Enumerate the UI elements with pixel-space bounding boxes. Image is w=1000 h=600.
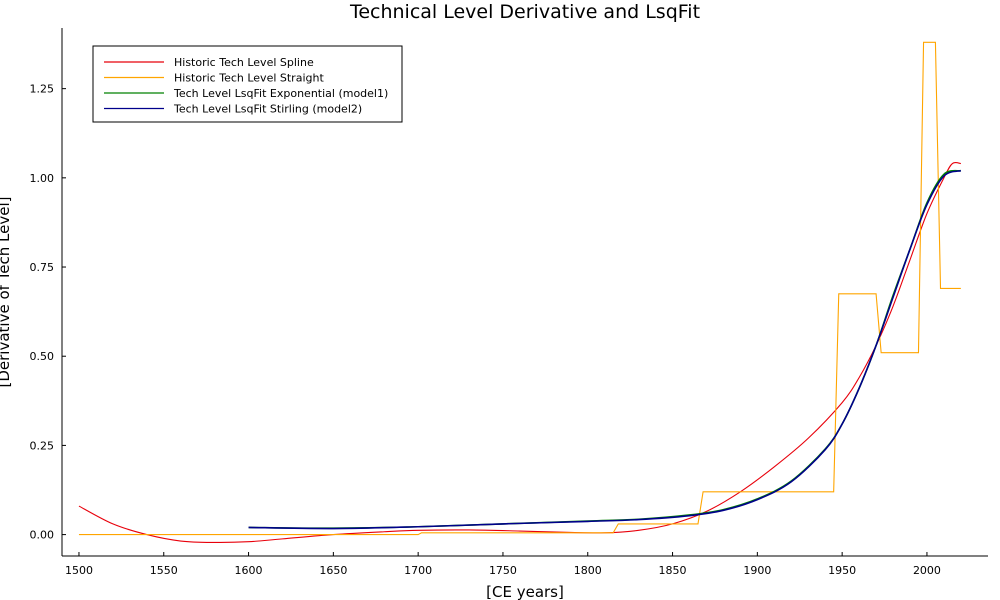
y-axis-title: [Derivative of Tech Level] [0, 197, 13, 388]
y-tick-label: 0.00 [30, 529, 55, 542]
legend-label: Historic Tech Level Spline [174, 56, 314, 69]
series-straight-line [78, 41, 961, 536]
legend-label: Tech Level LsqFit Exponential (model1) [173, 87, 388, 100]
x-tick-label: 1750 [489, 564, 517, 577]
x-tick-label: 1700 [404, 564, 432, 577]
y-tick-label: 0.75 [30, 261, 55, 274]
y-tick-label: 1.25 [30, 83, 55, 96]
x-tick-label: 1800 [574, 564, 602, 577]
plot-area [78, 41, 962, 544]
chart-title: Technical Level Derivative and LsqFit [349, 1, 700, 23]
x-tick-label: 1950 [828, 564, 856, 577]
x-ticks: 1500 1550 1600 1650 1700 1750 1800 1850 1900 1950… [65, 552, 941, 577]
y-tick-label: 1.00 [30, 172, 55, 185]
series-exponential-line [248, 169, 962, 529]
x-tick-label: 1500 [65, 564, 93, 577]
x-tick-label: 1550 [150, 564, 178, 577]
x-tick-label: 1850 [659, 564, 687, 577]
x-tick-label: 1600 [235, 564, 263, 577]
y-ticks: 0.00 0.25 0.50 0.75 1.00 1.25 [30, 83, 66, 542]
x-tick-label: 1650 [319, 564, 347, 577]
series-spline-line [78, 161, 961, 544]
axes [61, 28, 988, 557]
series-stirling-line [248, 169, 962, 530]
y-tick-label: 0.50 [30, 350, 55, 363]
x-axis-title: [CE years] [486, 583, 564, 600]
legend-label: Historic Tech Level Straight [174, 72, 324, 85]
x-tick-label: 1900 [743, 564, 771, 577]
legend-box [92, 45, 403, 123]
legend-label: Tech Level LsqFit Stirling (model2) [173, 103, 362, 116]
legend: Historic Tech Level Spline Historic Tech … [92, 45, 403, 123]
x-tick-label: 2000 [913, 564, 941, 577]
y-tick-label: 0.25 [30, 439, 55, 452]
